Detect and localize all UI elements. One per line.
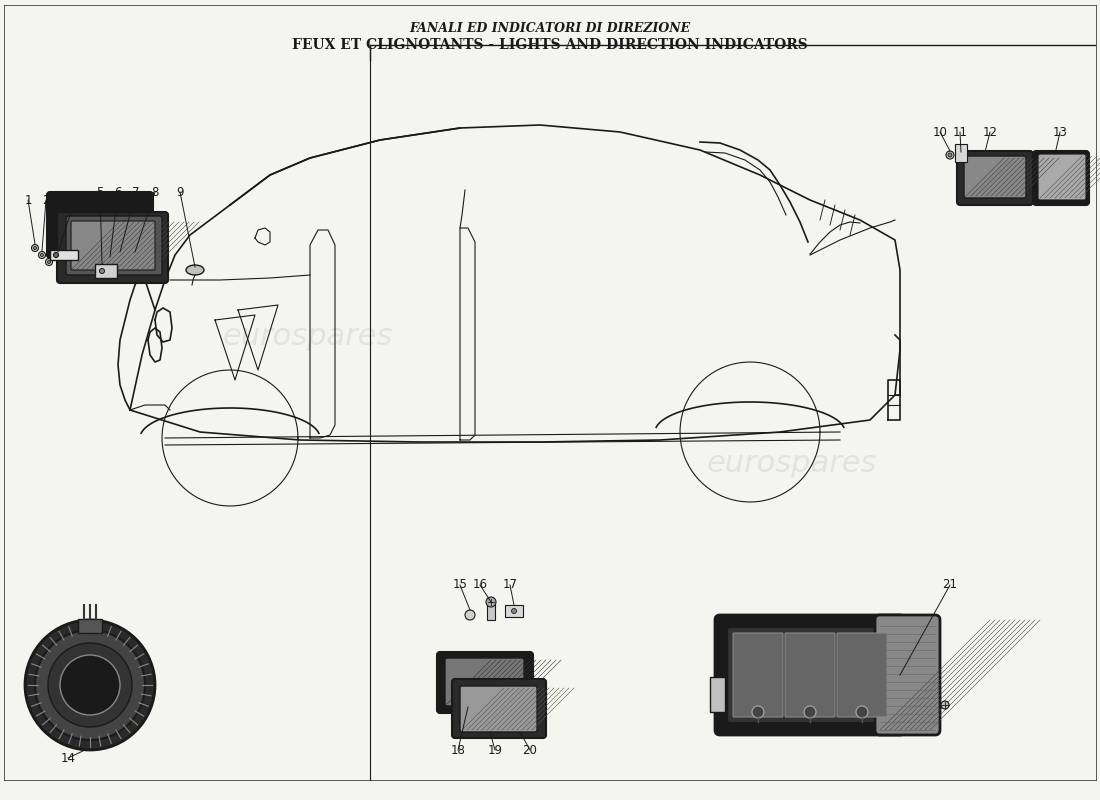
Text: 13: 13 bbox=[1053, 126, 1067, 138]
Bar bbox=[50, 250, 78, 260]
FancyBboxPatch shape bbox=[57, 212, 168, 283]
Text: 5: 5 bbox=[97, 186, 103, 198]
FancyBboxPatch shape bbox=[1038, 154, 1086, 200]
Circle shape bbox=[512, 609, 517, 614]
Text: eurospares: eurospares bbox=[707, 450, 877, 478]
Text: 3: 3 bbox=[56, 194, 64, 206]
Circle shape bbox=[99, 269, 104, 274]
Text: 6: 6 bbox=[114, 186, 122, 198]
Ellipse shape bbox=[186, 265, 204, 275]
Circle shape bbox=[60, 655, 120, 715]
Circle shape bbox=[948, 153, 951, 157]
Bar bbox=[955, 144, 967, 162]
Text: 4: 4 bbox=[73, 190, 79, 202]
Circle shape bbox=[33, 246, 36, 250]
Text: 12: 12 bbox=[982, 126, 998, 138]
Text: 11: 11 bbox=[953, 126, 968, 138]
Text: 21: 21 bbox=[943, 578, 957, 591]
FancyBboxPatch shape bbox=[47, 192, 153, 258]
Circle shape bbox=[48, 643, 132, 727]
Circle shape bbox=[940, 701, 949, 709]
Text: 20: 20 bbox=[522, 743, 538, 757]
Circle shape bbox=[856, 706, 868, 718]
Circle shape bbox=[486, 597, 496, 607]
Text: 17: 17 bbox=[503, 578, 517, 591]
FancyBboxPatch shape bbox=[1033, 151, 1089, 205]
Text: 7: 7 bbox=[132, 186, 140, 198]
Circle shape bbox=[32, 245, 39, 251]
Circle shape bbox=[804, 706, 816, 718]
Text: 2: 2 bbox=[42, 194, 50, 206]
FancyBboxPatch shape bbox=[66, 216, 162, 275]
Text: eurospares: eurospares bbox=[223, 322, 393, 350]
Circle shape bbox=[465, 610, 475, 620]
Text: 10: 10 bbox=[933, 126, 947, 138]
Bar bbox=[487, 602, 495, 620]
Circle shape bbox=[752, 706, 764, 718]
FancyBboxPatch shape bbox=[437, 652, 534, 713]
Circle shape bbox=[39, 251, 45, 258]
FancyBboxPatch shape bbox=[964, 156, 1026, 198]
Circle shape bbox=[45, 258, 53, 266]
FancyBboxPatch shape bbox=[837, 633, 887, 717]
Bar bbox=[710, 677, 725, 712]
FancyBboxPatch shape bbox=[460, 686, 537, 732]
Circle shape bbox=[41, 254, 44, 257]
FancyBboxPatch shape bbox=[72, 221, 155, 270]
Text: 9: 9 bbox=[176, 186, 184, 198]
Text: 15: 15 bbox=[452, 578, 468, 591]
FancyBboxPatch shape bbox=[446, 658, 524, 706]
Text: 19: 19 bbox=[487, 743, 503, 757]
Bar bbox=[95, 264, 117, 278]
Text: 16: 16 bbox=[473, 578, 487, 591]
Text: 14: 14 bbox=[60, 751, 76, 765]
FancyBboxPatch shape bbox=[733, 633, 783, 717]
Circle shape bbox=[35, 630, 145, 740]
Bar bbox=[505, 605, 522, 617]
FancyBboxPatch shape bbox=[727, 627, 893, 723]
Text: 1: 1 bbox=[24, 194, 32, 206]
Text: FANALI ED INDICATORI DI DIREZIONE: FANALI ED INDICATORI DI DIREZIONE bbox=[409, 22, 691, 35]
Text: 18: 18 bbox=[451, 743, 465, 757]
Text: FEUX ET CLIGNOTANTS - LIGHTS AND DIRECTION INDICATORS: FEUX ET CLIGNOTANTS - LIGHTS AND DIRECTI… bbox=[293, 38, 807, 52]
Bar bbox=[78, 619, 102, 633]
FancyBboxPatch shape bbox=[452, 679, 546, 738]
Circle shape bbox=[47, 261, 51, 263]
Text: 8: 8 bbox=[152, 186, 158, 198]
FancyBboxPatch shape bbox=[957, 151, 1033, 205]
Circle shape bbox=[946, 151, 954, 159]
FancyBboxPatch shape bbox=[874, 615, 940, 735]
FancyBboxPatch shape bbox=[785, 633, 835, 717]
Circle shape bbox=[54, 253, 58, 258]
Circle shape bbox=[25, 620, 155, 750]
FancyBboxPatch shape bbox=[715, 615, 905, 735]
